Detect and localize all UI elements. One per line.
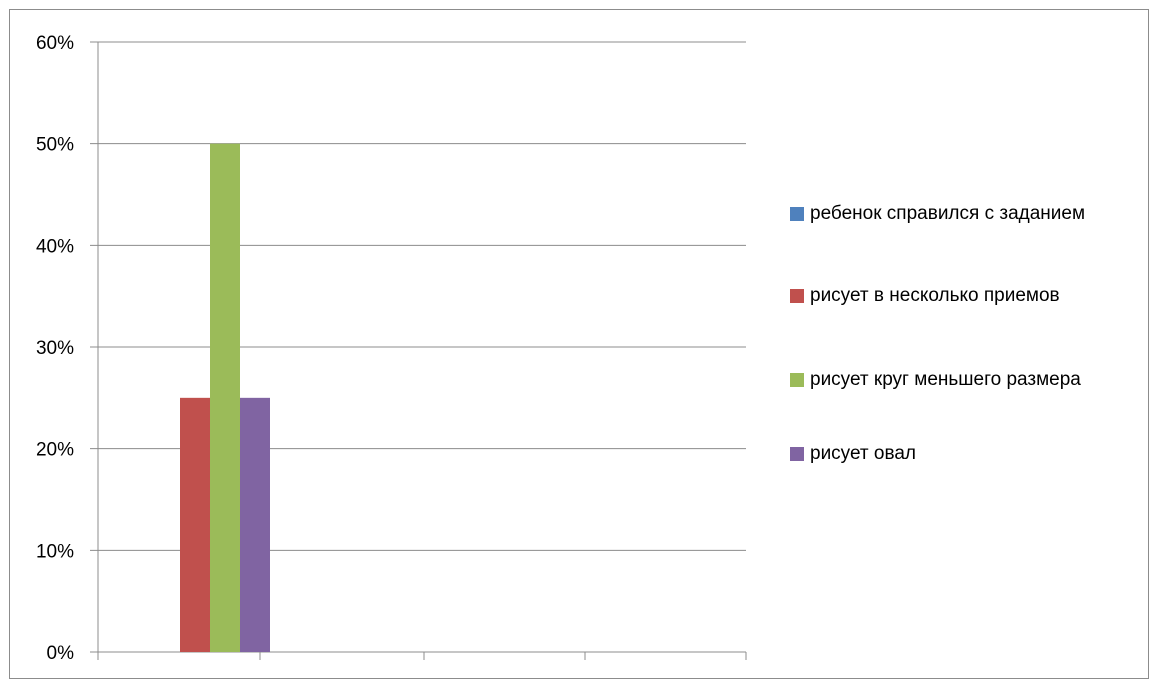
legend-swatch xyxy=(790,207,804,221)
legend-label: рисует в несколько приемов xyxy=(810,285,1060,306)
y-tick-label: 40% xyxy=(36,236,74,257)
bar xyxy=(180,397,210,652)
bar xyxy=(210,143,240,652)
legend-swatch xyxy=(790,447,804,461)
y-tick-label: 60% xyxy=(36,33,74,54)
y-tick-label: 50% xyxy=(36,135,74,156)
legend-swatch xyxy=(790,289,804,303)
legend-label: рисует круг меньшего размера xyxy=(810,369,1081,390)
y-tick-label: 20% xyxy=(36,440,74,461)
y-tick-label: 10% xyxy=(36,541,74,562)
bars xyxy=(180,143,270,652)
legend-item: рисует овал xyxy=(790,438,1145,470)
legend-item: рисует круг меньшего размера xyxy=(790,364,1145,396)
legend-item: рисует в несколько приемов xyxy=(790,280,1145,312)
y-tick-labels: 0% 10% 20% 30% 40% 50% 60% xyxy=(36,33,74,664)
bar xyxy=(240,397,270,652)
legend-swatch xyxy=(790,373,804,387)
legend-label: ребенок справился с заданием xyxy=(810,203,1086,224)
y-tick-label: 30% xyxy=(36,338,74,359)
legend-item: ребенок справился с заданием xyxy=(790,198,1145,230)
legend-label: рисует овал xyxy=(810,443,916,464)
y-tick-label: 0% xyxy=(47,643,75,664)
